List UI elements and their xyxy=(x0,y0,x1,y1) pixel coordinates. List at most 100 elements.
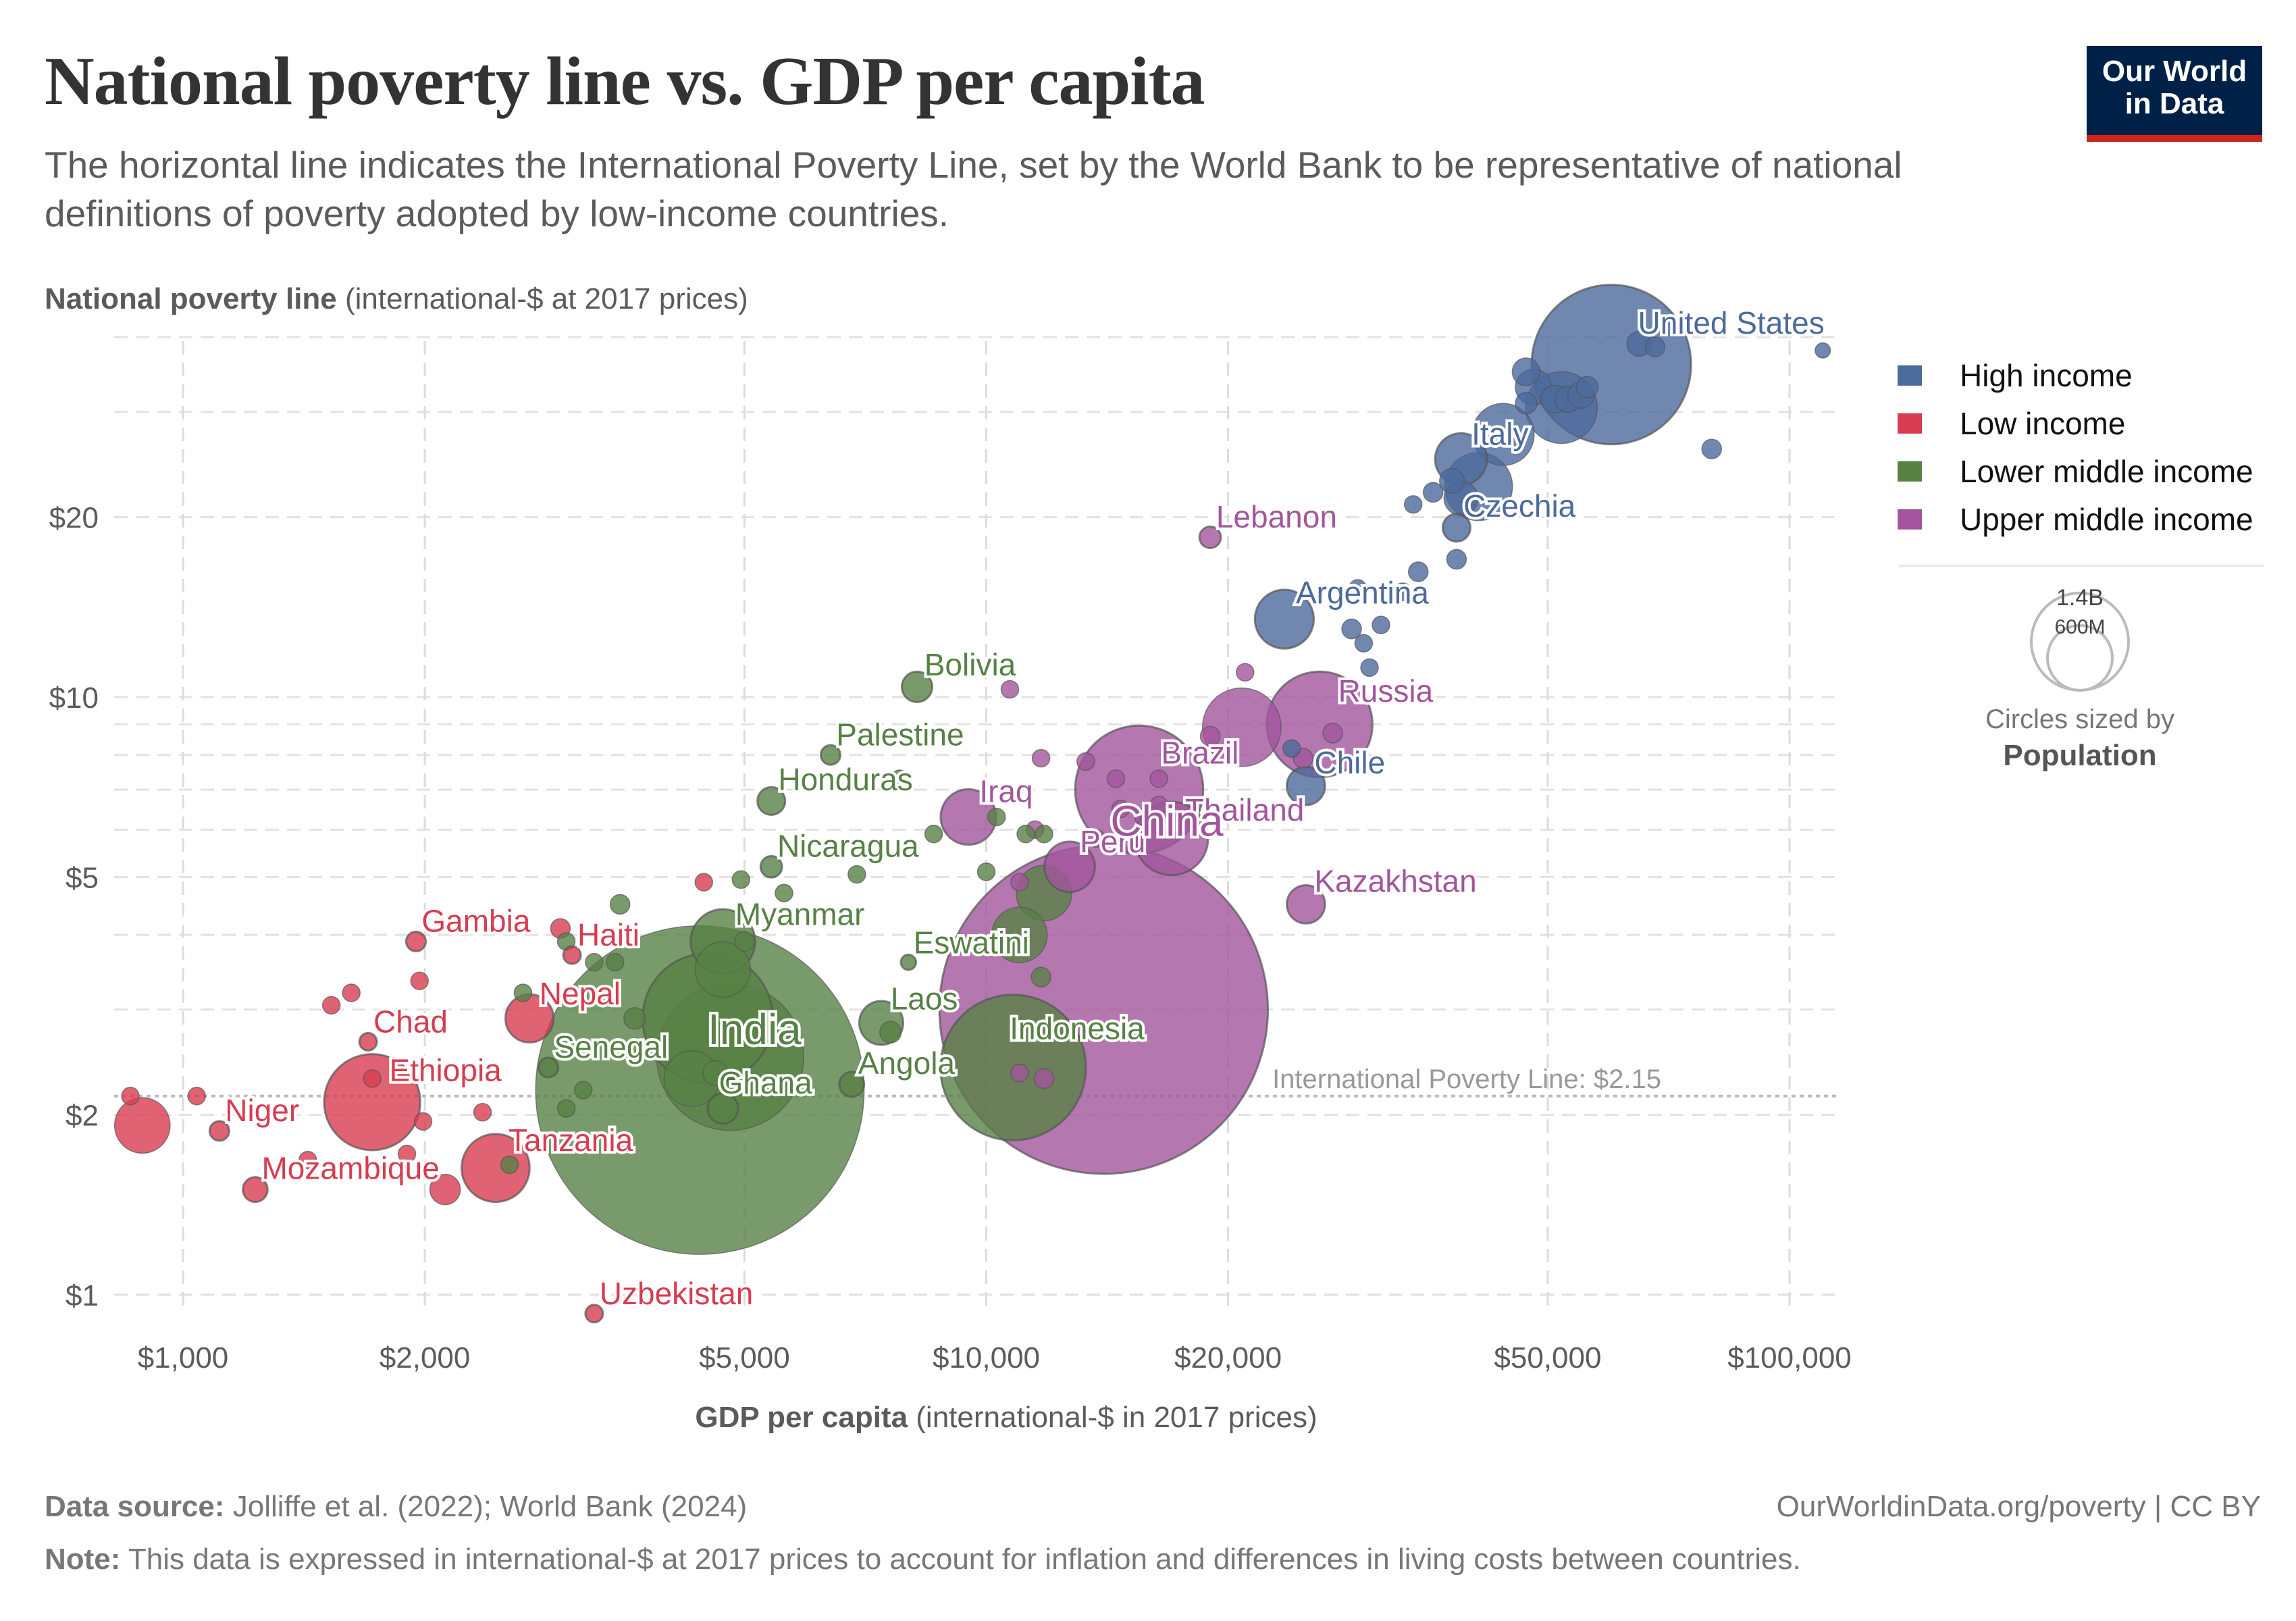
data-point[interactable] xyxy=(1354,634,1374,653)
data-point[interactable] xyxy=(1010,873,1029,892)
data-point[interactable] xyxy=(1515,392,1538,415)
data-point[interactable] xyxy=(562,945,582,965)
data-point[interactable] xyxy=(1446,548,1467,570)
data-point[interactable] xyxy=(1087,829,1105,848)
data-point[interactable] xyxy=(694,873,713,892)
data-point[interactable] xyxy=(1341,618,1362,640)
legend-item-upper-middle-income[interactable]: Upper middle income xyxy=(1898,495,2253,543)
data-point[interactable] xyxy=(1282,739,1301,758)
data-point[interactable] xyxy=(734,931,755,952)
data-point[interactable] xyxy=(1076,752,1095,771)
data-point[interactable] xyxy=(1422,482,1444,503)
data-point[interactable] xyxy=(1111,799,1130,819)
data-point[interactable] xyxy=(1030,967,1051,987)
data-point[interactable] xyxy=(242,1176,269,1204)
data-point[interactable] xyxy=(847,865,866,884)
data-point[interactable] xyxy=(405,930,427,952)
data-point[interactable] xyxy=(1033,1068,1055,1089)
data-point[interactable] xyxy=(1199,725,1221,747)
data-point[interactable] xyxy=(1253,588,1315,650)
data-point[interactable] xyxy=(1010,1063,1029,1083)
data-point[interactable] xyxy=(461,1133,531,1204)
data-point[interactable] xyxy=(731,870,750,890)
data-point[interactable] xyxy=(706,1092,739,1125)
data-point[interactable] xyxy=(879,1021,902,1044)
data-point[interactable] xyxy=(556,1099,576,1118)
data-point[interactable] xyxy=(410,971,429,991)
data-point[interactable] xyxy=(323,1053,421,1152)
data-point[interactable] xyxy=(342,983,361,1002)
data-point[interactable] xyxy=(363,1069,382,1088)
data-point[interactable] xyxy=(775,883,793,902)
data-point[interactable] xyxy=(358,1031,378,1052)
data-point[interactable] xyxy=(900,670,933,703)
data-point[interactable] xyxy=(413,1112,433,1131)
data-point[interactable] xyxy=(1149,769,1168,788)
attribution-link[interactable]: OurWorldinData.org/poverty | CC BY xyxy=(1776,1490,2261,1523)
data-point[interactable] xyxy=(1393,582,1413,601)
data-point[interactable] xyxy=(1286,884,1326,925)
data-point[interactable] xyxy=(1322,723,1343,744)
data-point[interactable] xyxy=(1198,525,1222,549)
data-point[interactable] xyxy=(500,1155,519,1175)
legend-item-high-income[interactable]: High income xyxy=(1898,351,2253,399)
data-point[interactable] xyxy=(819,744,841,766)
data-point[interactable] xyxy=(538,1056,560,1079)
data-point[interactable] xyxy=(1348,579,1367,598)
data-point[interactable] xyxy=(1644,336,1666,358)
data-point[interactable] xyxy=(759,854,783,879)
data-point[interactable] xyxy=(113,1097,171,1154)
data-point[interactable] xyxy=(987,807,1006,827)
data-point[interactable] xyxy=(473,1103,492,1122)
data-point[interactable] xyxy=(1575,376,1599,398)
data-point[interactable] xyxy=(838,1071,866,1098)
data-label: Ghana xyxy=(719,1065,812,1100)
data-point[interactable] xyxy=(1511,357,1541,386)
data-point[interactable] xyxy=(702,1060,729,1086)
data-point[interactable] xyxy=(1407,561,1429,582)
data-point[interactable] xyxy=(429,1173,461,1206)
data-point[interactable] xyxy=(1360,658,1379,677)
data-point[interactable] xyxy=(694,941,752,998)
data-point[interactable] xyxy=(609,894,631,915)
data-point[interactable] xyxy=(1000,679,1020,699)
data-point[interactable] xyxy=(924,825,943,844)
data-point[interactable] xyxy=(1133,800,1209,877)
data-point[interactable] xyxy=(899,953,917,971)
data-point[interactable] xyxy=(1134,807,1153,827)
data-point[interactable] xyxy=(991,906,1048,964)
data-point[interactable] xyxy=(1439,467,1465,494)
data-point[interactable] xyxy=(1236,663,1255,682)
data-point[interactable] xyxy=(1201,687,1282,767)
data-point[interactable] xyxy=(208,1120,230,1142)
data-point[interactable] xyxy=(513,983,533,1002)
data-point[interactable] xyxy=(1043,840,1096,894)
data-point[interactable] xyxy=(1035,825,1053,844)
data-point[interactable] xyxy=(397,1144,417,1164)
data-point[interactable] xyxy=(756,786,787,816)
data-point[interactable] xyxy=(1701,438,1723,460)
data-point[interactable] xyxy=(573,1081,593,1100)
data-point[interactable] xyxy=(890,769,909,788)
data-point[interactable] xyxy=(584,1304,604,1324)
data-point[interactable] xyxy=(1441,513,1471,543)
data-point[interactable] xyxy=(1815,342,1831,359)
data-point[interactable] xyxy=(121,1087,140,1106)
data-point[interactable] xyxy=(321,996,341,1015)
data-point[interactable] xyxy=(1031,748,1051,768)
data-point[interactable] xyxy=(623,1007,646,1030)
data-point[interactable] xyxy=(976,863,996,881)
data-point[interactable] xyxy=(1471,403,1535,466)
data-point[interactable] xyxy=(1403,495,1423,514)
legend-item-low-income[interactable]: Low income xyxy=(1898,399,2253,447)
data-point[interactable] xyxy=(1016,825,1035,844)
data-point[interactable] xyxy=(1372,615,1390,635)
data-point[interactable] xyxy=(298,1150,317,1170)
data-point[interactable] xyxy=(605,952,625,972)
data-point[interactable] xyxy=(187,1087,207,1106)
data-point[interactable] xyxy=(1149,795,1168,815)
legend-item-lower-middle-income[interactable]: Lower middle income xyxy=(1898,447,2253,495)
data-point[interactable] xyxy=(585,952,604,972)
data-point[interactable] xyxy=(1106,769,1126,788)
owid-logo[interactable]: Our World in Data xyxy=(2087,46,2262,142)
